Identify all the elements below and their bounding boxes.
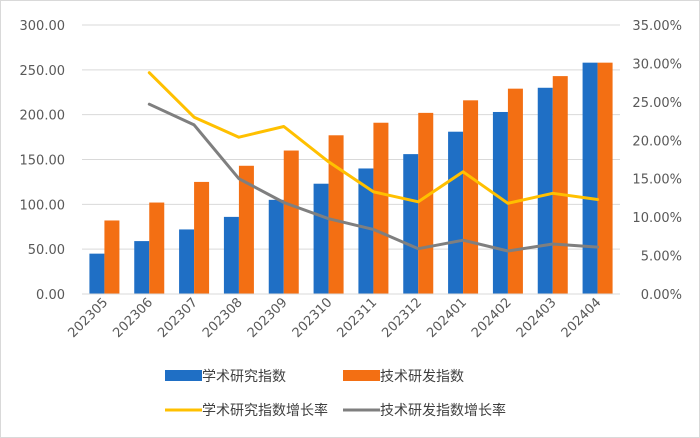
x-tick-label: 202404 [559,295,605,341]
y-right-tick-label: 10.00% [632,211,682,226]
bar-academic [358,168,374,294]
x-tick-label: 202306 [110,295,156,341]
legend-swatch-tech [343,370,380,381]
y-right-tick-label: 20.00% [632,134,682,149]
y-left-tick-label: 0.00 [36,288,65,303]
legend-label-tech-growth: 技术研发指数增长率 [380,402,506,419]
bar-tech [194,181,210,294]
y-left-tick-label: 100.00 [20,198,66,213]
x-tick-label: 202311 [335,295,381,341]
y-right-tick-label: 5.00% [641,250,682,265]
x-tick-label: 202401 [424,295,470,341]
bar-tech [552,76,568,294]
y-left-tick-label: 200.00 [20,109,66,124]
x-tick-label: 202309 [245,295,291,341]
bar-tech [463,100,479,294]
y-left-tick-label: 150.00 [20,154,66,169]
bar-tech [283,150,299,294]
lines [147,71,600,253]
x-tick-label: 202310 [290,295,336,341]
bar-tech [238,165,254,294]
bar-academic [223,216,239,294]
x-tick-label: 202403 [514,295,560,341]
x-tick-label: 202308 [200,295,246,341]
y-right-tick-label: 30.00% [632,57,682,72]
legend-label-academic-growth: 学术研究指数增长率 [202,402,328,419]
bar-tech [328,135,344,294]
x-tick-label: 202307 [155,295,201,341]
bar-academic [268,199,284,294]
bar-tech [104,220,120,294]
bar-academic [89,253,105,294]
bar-tech [373,122,389,294]
y-right-tick-label: 0.00% [641,288,682,303]
bar-tech [149,202,165,294]
y-left-tick-label: 250.00 [20,64,66,79]
bar-academic [313,183,329,294]
legend-label-tech: 技术研发指数 [380,369,464,385]
bar-tech [418,112,434,294]
x-tick-label: 202402 [469,295,515,341]
line-academic-growth [147,71,600,205]
y-right-tick-label: 35.00% [632,19,682,34]
line-tech-growth [147,102,600,253]
bar-tech [507,88,523,294]
bar-academic [448,131,464,294]
y-left-tick-label: 50.00 [28,243,65,258]
y-right-tick-label: 25.00% [632,96,682,111]
legend-label-academic: 学术研究指数 [202,369,286,385]
bar-academic [134,241,150,294]
bar-academic [179,229,195,294]
x-tick-label: 202305 [66,295,112,341]
y-left-tick-label: 300.00 [20,19,66,34]
bars [89,62,613,295]
bar-tech [597,62,613,294]
bar-academic [403,154,419,294]
y-right-tick-label: 15.00% [632,173,682,188]
x-tick-label: 202312 [379,295,425,341]
legend-swatch-academic [165,370,202,381]
bar-academic [582,62,598,294]
bar-academic [537,87,553,295]
